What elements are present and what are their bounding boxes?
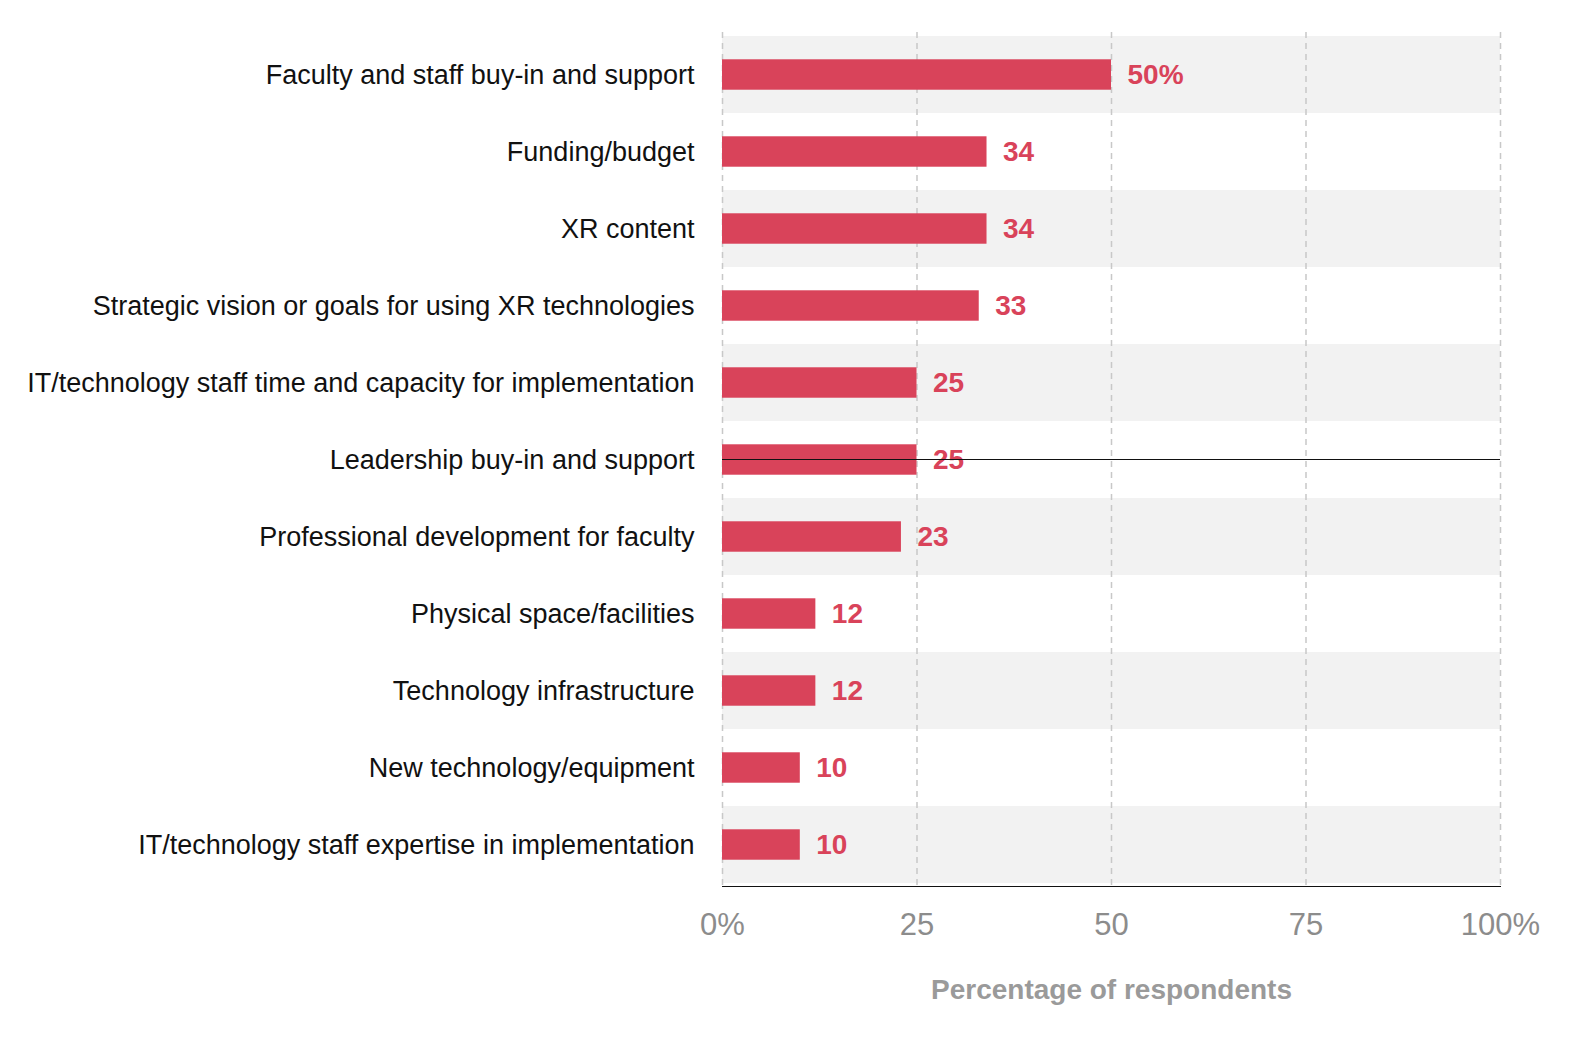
svg-text:50%: 50% [1128,59,1184,90]
svg-text:Technology infrastructure: Technology infrastructure [393,676,695,706]
svg-text:Physical space/facilities: Physical space/facilities [411,599,695,629]
svg-text:50: 50 [1094,907,1128,942]
svg-text:25: 25 [900,907,934,942]
svg-text:New technology/equipment: New technology/equipment [369,753,695,783]
svg-text:12: 12 [832,675,863,706]
svg-text:Strategic vision or goals for: Strategic vision or goals for using XR t… [93,291,695,321]
svg-text:0%: 0% [700,907,745,942]
svg-text:Professional development for f: Professional development for faculty [259,522,695,552]
svg-text:Faculty and staff buy-in and s: Faculty and staff buy-in and support [266,60,695,90]
svg-text:IT/technology staff time and c: IT/technology staff time and capacity fo… [27,368,694,398]
svg-text:34: 34 [1003,213,1035,244]
svg-text:75: 75 [1289,907,1323,942]
svg-text:23: 23 [917,521,948,552]
svg-text:100%: 100% [1461,907,1540,942]
svg-text:XR content: XR content [561,214,695,244]
svg-text:25: 25 [933,367,964,398]
svg-text:10: 10 [816,752,847,783]
svg-text:Funding/budget: Funding/budget [507,137,695,167]
svg-text:12: 12 [832,598,863,629]
svg-text:34: 34 [1003,136,1035,167]
svg-text:33: 33 [995,290,1026,321]
svg-text:10: 10 [816,829,847,860]
svg-text:Percentage of respondents: Percentage of respondents [931,974,1292,1005]
svg-text:25: 25 [933,444,965,475]
svg-text:IT/technology staff expertise: IT/technology staff expertise in impleme… [138,830,694,860]
svg-text:Leadership buy-in and support: Leadership buy-in and support [330,445,695,475]
